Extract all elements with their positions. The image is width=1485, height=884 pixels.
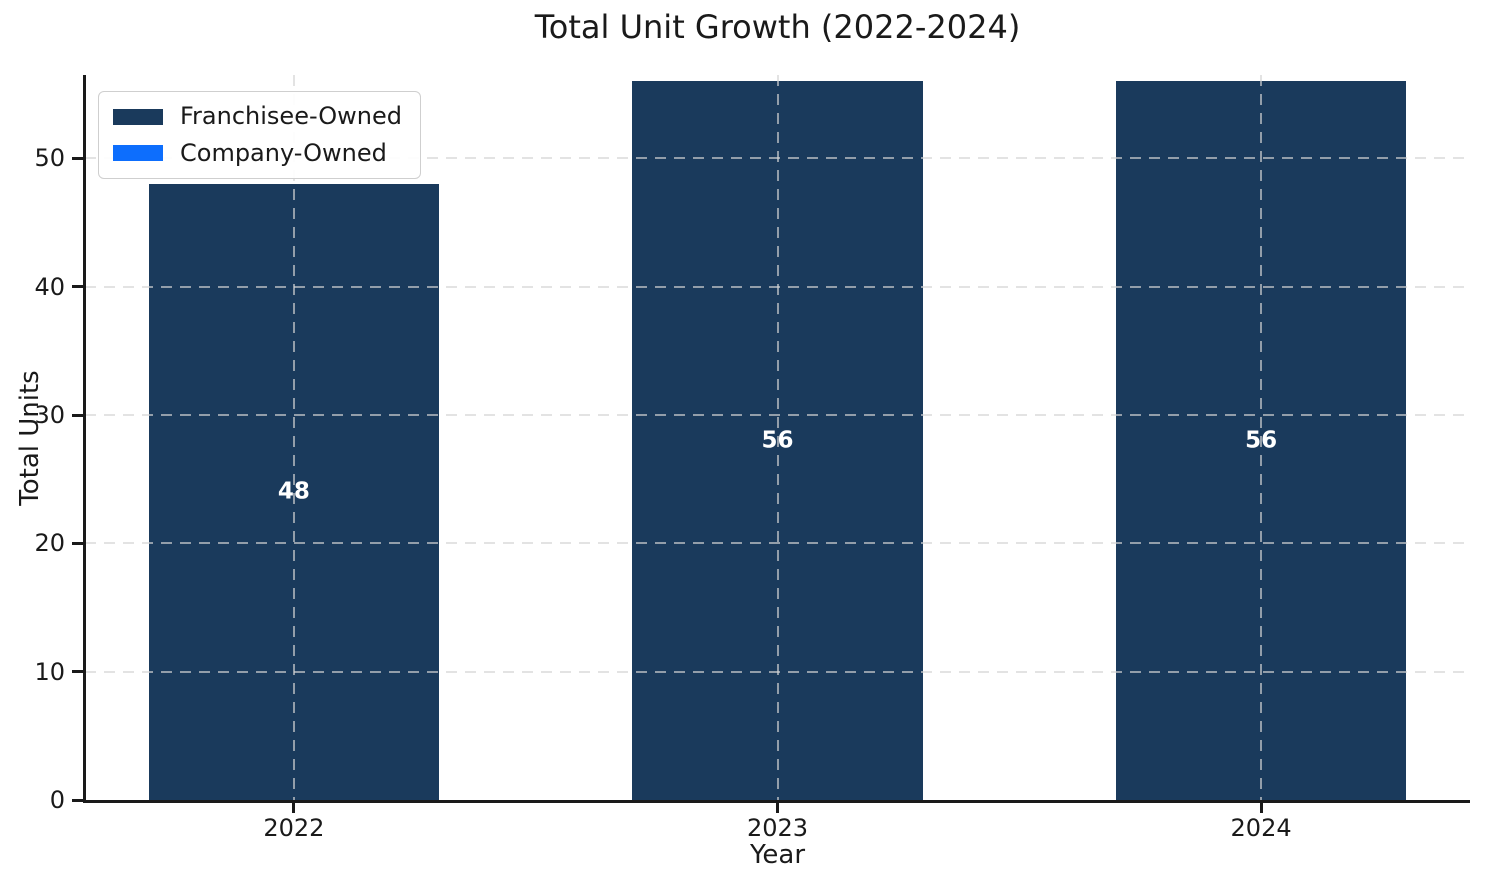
franchisee-owned-swatch-icon bbox=[113, 108, 163, 125]
y-tick-label: 10 bbox=[34, 657, 65, 686]
y-axis-spine bbox=[83, 75, 86, 802]
x-tick-mark bbox=[292, 802, 296, 813]
bar-value-label: 56 bbox=[761, 427, 794, 454]
x-tick-label: 2022 bbox=[263, 814, 325, 842]
y-tick-mark bbox=[72, 541, 83, 545]
y-axis-label: Total Units bbox=[15, 370, 45, 506]
x-axis-label: Year bbox=[749, 840, 806, 870]
y-tick-label: 50 bbox=[34, 144, 65, 173]
x-axis-spine bbox=[83, 800, 1470, 803]
x-tick-mark bbox=[1259, 802, 1263, 813]
x-tick-label: 2024 bbox=[1230, 814, 1292, 842]
legend-label: Company-Owned bbox=[180, 138, 387, 167]
y-tick-mark bbox=[72, 413, 83, 417]
bar-value-label: 48 bbox=[277, 478, 310, 505]
y-tick-mark bbox=[72, 798, 83, 802]
legend-item-franchisee-owned: Franchisee-Owned bbox=[113, 102, 403, 131]
x-tick-mark bbox=[776, 802, 779, 813]
y-tick-mark bbox=[72, 670, 83, 674]
y-tick-label: 20 bbox=[34, 529, 65, 558]
y-tick-label: 0 bbox=[49, 786, 65, 814]
y-tick-mark bbox=[72, 285, 83, 289]
company-owned-swatch-icon bbox=[113, 145, 163, 162]
bar-value-label: 56 bbox=[1245, 427, 1278, 454]
chart-title: Total Unit Growth (2022-2024) bbox=[534, 8, 1021, 46]
legend-label: Franchisee-Owned bbox=[180, 102, 403, 130]
y-tick-mark bbox=[72, 156, 83, 160]
plot-area: 48 56 56 0 10 20 30 40 50 2022 2023 2024 Franchis… bbox=[34, 75, 1470, 840]
y-tick-label: 40 bbox=[34, 272, 65, 301]
legend: Franchisee-Owned Company-Owned bbox=[98, 91, 422, 180]
legend-item-company-owned: Company-Owned bbox=[113, 138, 402, 168]
y-tick-label: 30 bbox=[34, 401, 65, 430]
x-tick-label: 2023 bbox=[746, 814, 809, 842]
